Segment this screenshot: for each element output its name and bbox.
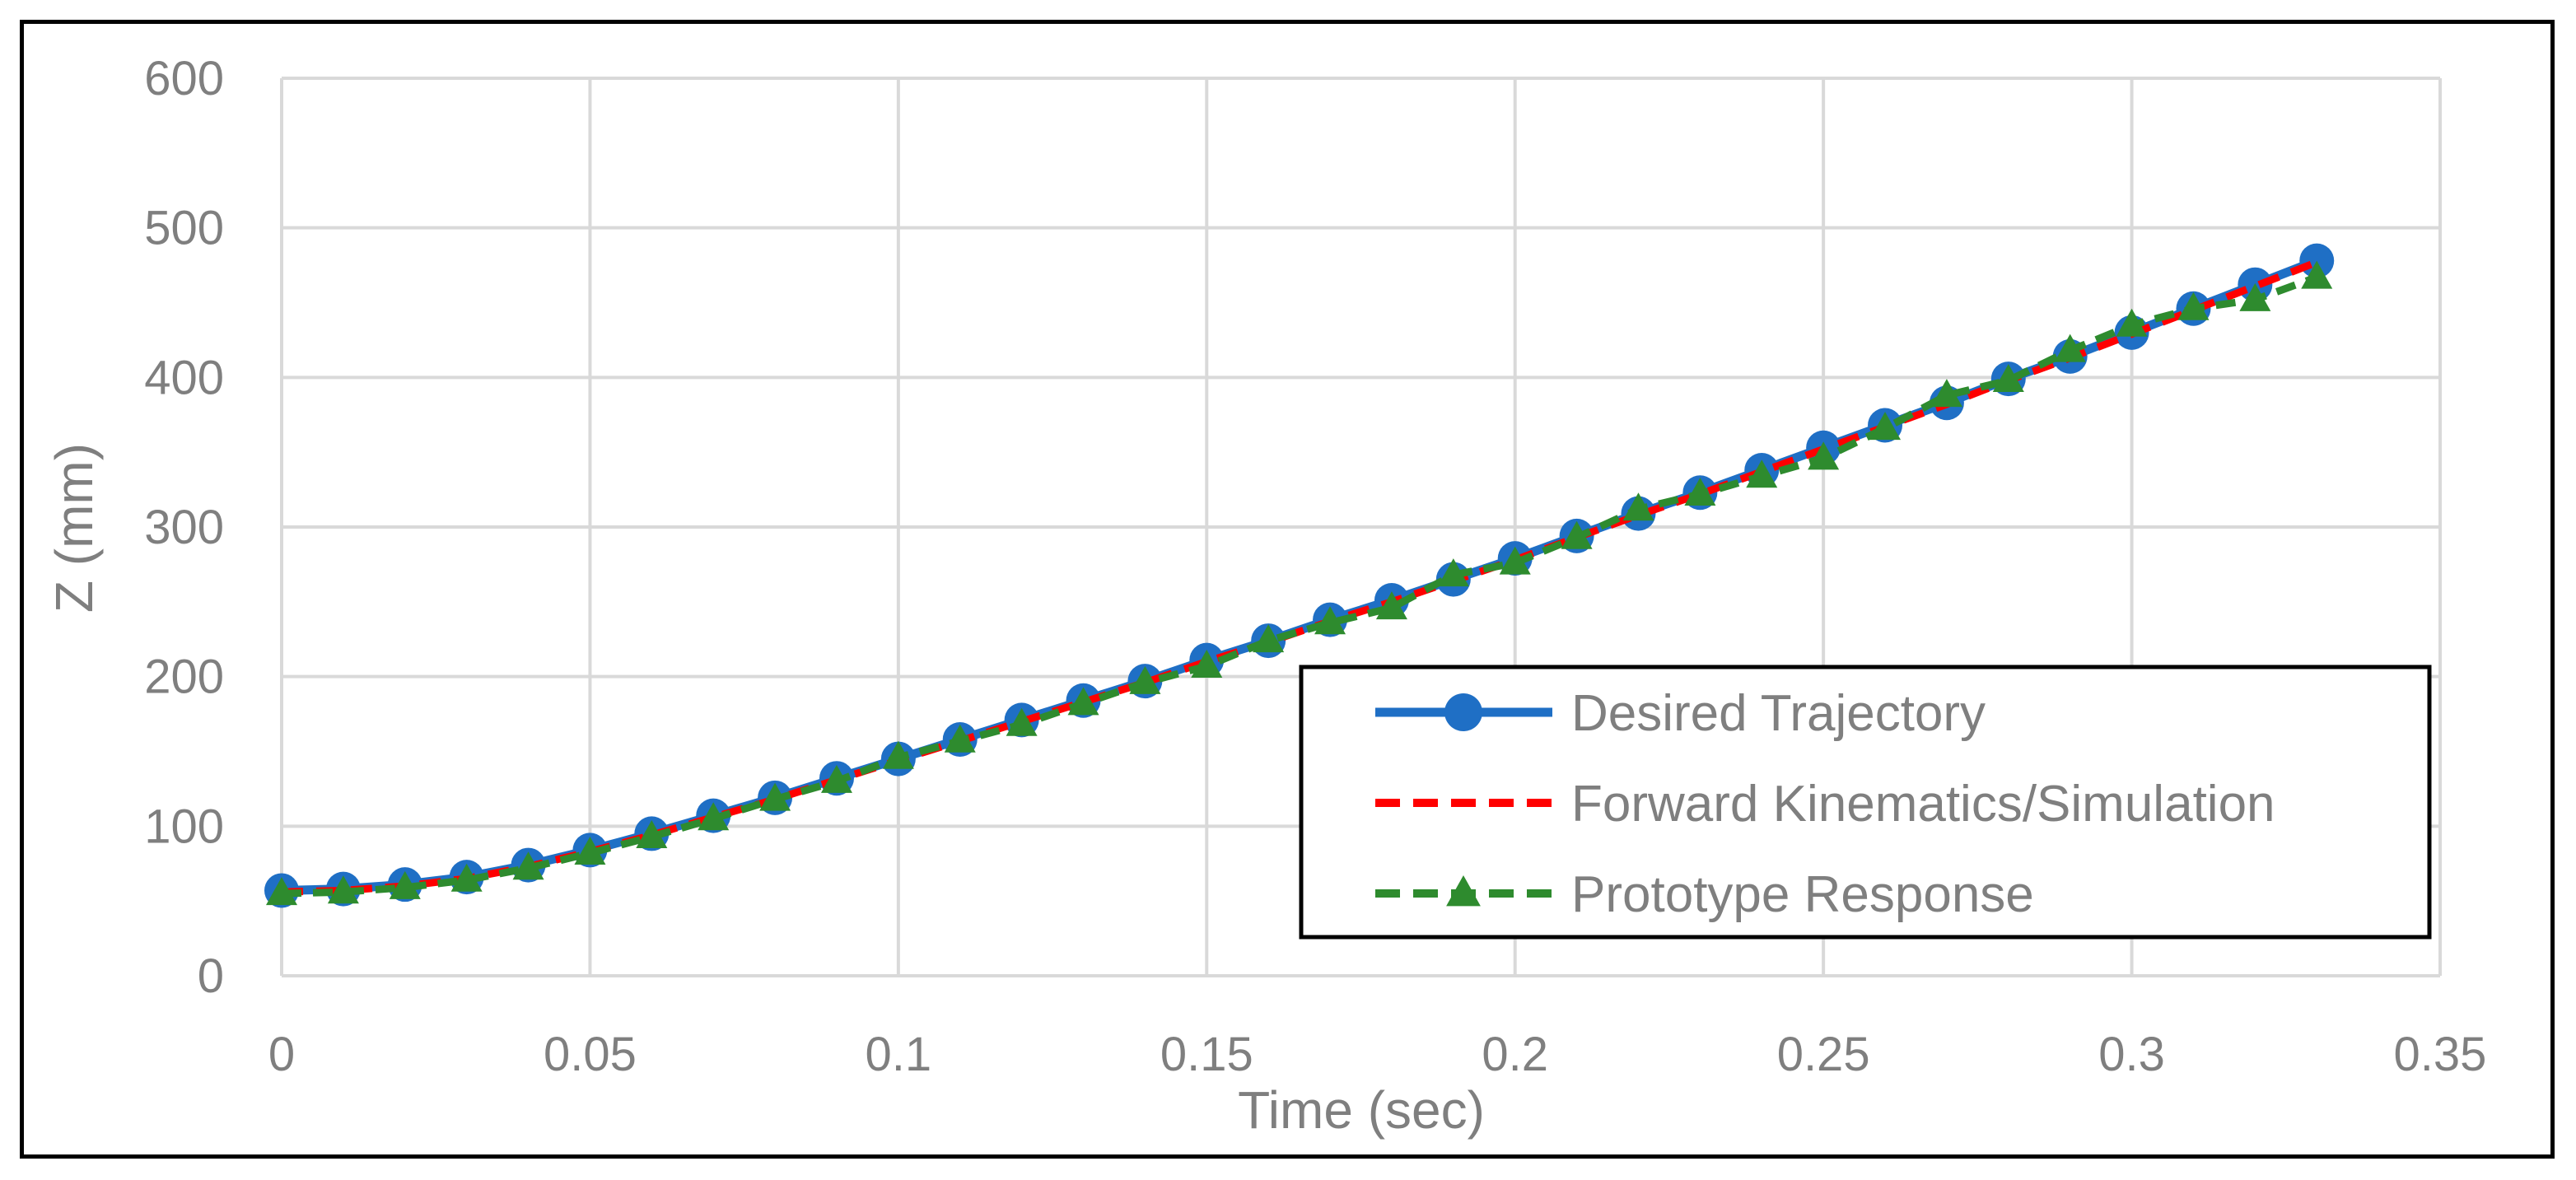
- x-axis-title: Time (sec): [1238, 1080, 1485, 1140]
- y-tick-label: 400: [144, 351, 224, 404]
- data-point: [1067, 687, 1099, 716]
- data-point: [2116, 308, 2148, 337]
- legend-label: Prototype Response: [1571, 866, 2034, 923]
- series-2: [266, 260, 2333, 906]
- data-point: [1253, 624, 1285, 653]
- y-tick-label: 300: [144, 501, 224, 554]
- data-point: [574, 837, 606, 865]
- y-tick-label: 600: [144, 52, 224, 105]
- y-tick-label: 200: [144, 651, 224, 704]
- data-point: [327, 875, 359, 904]
- data-point: [2301, 260, 2333, 289]
- data-point: [882, 740, 914, 769]
- data-point: [1992, 363, 2024, 392]
- data-point: [1746, 459, 1778, 488]
- y-tick-label: 100: [144, 800, 224, 853]
- data-point: [389, 870, 421, 899]
- x-tick-label: 0.25: [1777, 1028, 1870, 1081]
- y-tick-label: 0: [198, 949, 224, 1003]
- legend-marker: [1446, 875, 1481, 907]
- data-point: [2239, 282, 2271, 311]
- x-tick-label: 0.1: [866, 1028, 932, 1081]
- legend-entry: Forward Kinematics/Simulation: [1375, 776, 2275, 833]
- data-point: [1622, 492, 1654, 521]
- data-point: [636, 820, 668, 849]
- data-point: [1499, 546, 1531, 575]
- data-point: [820, 764, 852, 793]
- series-line: [281, 259, 2318, 896]
- data-point: [1437, 558, 1469, 587]
- legend-entry: Desired Trajectory: [1375, 685, 1986, 742]
- data-point: [1375, 591, 1407, 620]
- data-point: [698, 802, 730, 831]
- series-1: [281, 259, 2318, 896]
- x-tick-label: 0.2: [1482, 1028, 1548, 1081]
- data-point: [2054, 333, 2086, 362]
- tick-labels: 0 0.05 0.1 0.15 0.2 0.25 0.3 0.35 0 100 200 300 400 5…: [144, 52, 2486, 1081]
- x-tick-label: 0.3: [2098, 1028, 2165, 1081]
- data-point: [266, 877, 297, 906]
- x-tick-label: 0.35: [2394, 1028, 2487, 1081]
- data-point: [1869, 412, 1902, 441]
- data-point: [1561, 520, 1593, 549]
- x-tick-label: 0.05: [544, 1028, 637, 1081]
- data-point: [512, 851, 544, 880]
- data-point: [1808, 441, 1840, 470]
- data-point: [759, 782, 791, 811]
- legend-marker: [1444, 693, 1482, 731]
- y-tick-label: 500: [144, 202, 224, 255]
- data-point: [450, 863, 483, 892]
- legend-entry: Prototype Response: [1375, 866, 2034, 923]
- series-layer: [264, 243, 2335, 908]
- y-axis-title: Z (mm): [44, 443, 104, 613]
- x-tick-label: 0.15: [1160, 1028, 1253, 1081]
- data-point: [1006, 707, 1038, 736]
- legend-label: Desired Trajectory: [1571, 685, 1986, 742]
- legend: Desired Trajectory Forward Kinematics/Sim…: [1299, 665, 2432, 940]
- data-point: [1129, 665, 1161, 694]
- data-point: [1930, 379, 1962, 408]
- data-point: [1684, 478, 1716, 506]
- data-point: [2177, 292, 2210, 320]
- x-tick-label: 0: [268, 1028, 295, 1081]
- data-point: [1191, 649, 1223, 678]
- data-point: [944, 724, 976, 753]
- data-point: [1314, 606, 1346, 635]
- legend-label: Forward Kinematics/Simulation: [1571, 776, 2275, 833]
